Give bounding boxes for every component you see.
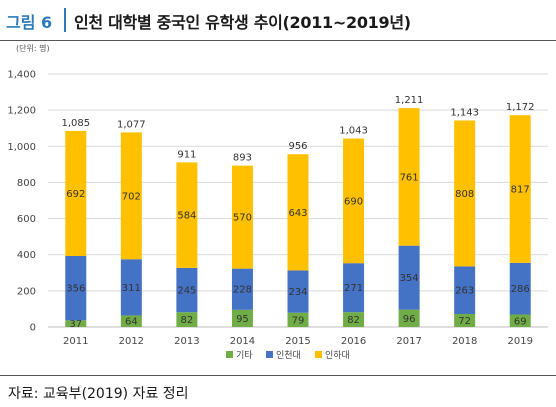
bar-segment <box>343 138 365 264</box>
bar-segment <box>398 108 420 246</box>
y-axis: 0 200 400 600 800 1,000 1,200 1,400 <box>7 70 36 334</box>
y-tick-label: 200 <box>17 286 36 297</box>
bar-segment <box>509 115 531 263</box>
source-note: 자료: 교육부(2019) 자료 정리 <box>8 386 189 402</box>
legend-swatch <box>315 351 322 358</box>
x-tick-label: 2013 <box>174 336 199 347</box>
bar-segment <box>343 312 365 327</box>
bar-segment <box>343 263 365 313</box>
bar-segment <box>65 255 87 321</box>
bar-segment <box>509 262 531 315</box>
bar-segment <box>398 309 420 327</box>
data-label: 228 <box>233 285 252 296</box>
total-label: 911 <box>177 149 196 160</box>
header-rule <box>0 40 556 41</box>
y-tick-label: 400 <box>17 250 36 261</box>
legend-label: 인하대 <box>325 350 350 361</box>
total-label: 1,172 <box>506 102 535 113</box>
total-label: 1,043 <box>339 126 368 137</box>
data-label: 570 <box>233 213 252 224</box>
data-label: 64 <box>125 317 138 328</box>
data-label: 72 <box>458 316 471 327</box>
bar-segment <box>454 120 476 267</box>
bar-segment <box>120 315 142 327</box>
data-label: 808 <box>455 189 474 200</box>
y-tick-label: 1,000 <box>7 142 36 153</box>
data-label: 817 <box>511 185 530 196</box>
total-label: 956 <box>288 141 307 152</box>
x-tick-label: 2012 <box>119 336 144 347</box>
x-tick-label: 2019 <box>507 336 532 347</box>
data-label: 702 <box>122 191 141 202</box>
bar-segment <box>176 162 198 268</box>
data-label: 79 <box>292 315 305 326</box>
data-label: 234 <box>288 287 307 298</box>
y-tick-label: 1,200 <box>7 106 36 117</box>
bar-segment <box>65 320 87 327</box>
bar-segment <box>120 132 142 260</box>
figure-header: 그림 6 인천 대학별 중국인 유학생 추이(2011~2019년) <box>0 0 556 40</box>
total-label: 1,085 <box>61 118 90 129</box>
bar-segment <box>231 309 253 327</box>
y-tick-label: 800 <box>17 178 36 189</box>
total-label: 893 <box>233 153 252 164</box>
data-label: 263 <box>455 286 474 297</box>
total-label: 1,143 <box>450 107 479 118</box>
data-label: 311 <box>122 283 141 294</box>
data-label: 761 <box>400 172 419 183</box>
figure-label-divider <box>64 8 66 32</box>
bar-segment <box>509 314 531 327</box>
data-label: 69 <box>514 316 527 327</box>
x-axis: 2011 2012 2013 2014 2015 2016 2017 2018 2019 <box>63 336 533 347</box>
x-tick-label: 2014 <box>230 336 255 347</box>
legend-label: 인천대 <box>276 350 301 361</box>
bar-segment <box>176 312 198 327</box>
unit-label: (단위: 명) <box>16 43 50 53</box>
bar-segment <box>176 267 198 313</box>
data-label: 354 <box>400 273 419 284</box>
bar-segment <box>287 312 309 327</box>
y-tick-label: 1,400 <box>7 70 36 81</box>
data-label: 82 <box>347 315 360 326</box>
data-label: 95 <box>236 314 249 325</box>
data-label: 245 <box>177 286 196 297</box>
bar-segment <box>287 154 309 271</box>
bar-segment <box>454 313 476 327</box>
bar-segment <box>231 165 253 269</box>
data-label: 37 <box>69 319 82 330</box>
x-tick-label: 2015 <box>285 336 310 347</box>
bar-segment <box>398 245 420 310</box>
data-label: 271 <box>344 283 363 294</box>
bar-segment <box>120 259 142 316</box>
legend-label: 기타 <box>236 350 253 361</box>
total-label: 1,077 <box>117 119 146 130</box>
data-label: 584 <box>177 211 196 222</box>
data-label: 690 <box>344 196 363 207</box>
footer-rule <box>0 375 556 376</box>
y-tick-label: 0 <box>30 323 36 334</box>
data-label: 96 <box>403 314 416 325</box>
legend-swatch <box>226 351 233 358</box>
data-label: 643 <box>288 208 307 219</box>
legend: 기타 인천대 인하대 <box>226 350 350 361</box>
y-tick-label: 600 <box>17 214 36 225</box>
data-label: 692 <box>66 189 85 200</box>
bar-segment <box>231 268 253 310</box>
x-tick-label: 2011 <box>63 336 88 347</box>
figure-label: 그림 6 <box>6 13 53 32</box>
legend-swatch <box>266 351 273 358</box>
x-tick-label: 2017 <box>396 336 421 347</box>
data-label: 82 <box>181 315 194 326</box>
bar-segment <box>287 270 309 313</box>
x-tick-label: 2018 <box>452 336 477 347</box>
figure-title: 인천 대학별 중국인 유학생 추이(2011~2019년) <box>74 13 411 32</box>
bars: 37 356 692 1,085 64 311 702 1,077 82 245 584 911 95 2… <box>61 95 534 330</box>
data-label: 356 <box>66 284 85 295</box>
data-label: 286 <box>511 284 530 295</box>
bar-segment <box>65 130 87 256</box>
total-label: 1,211 <box>395 95 424 106</box>
x-tick-label: 2016 <box>341 336 366 347</box>
bar-segment <box>454 266 476 314</box>
